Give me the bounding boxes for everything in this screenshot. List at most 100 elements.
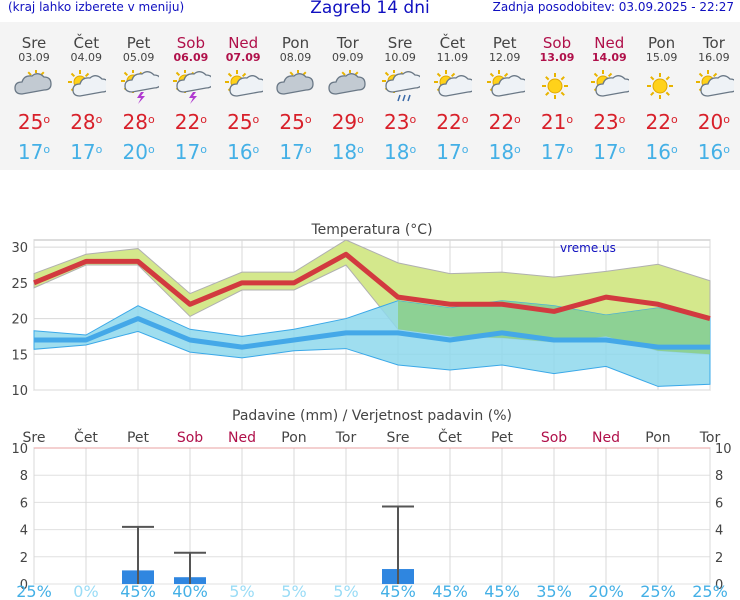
day-name: Tor xyxy=(702,34,725,52)
forecast-day: Sre 10.09 23o 18o xyxy=(374,22,426,164)
day-date: 07.09 xyxy=(225,51,261,64)
precip-probability-label: 25% xyxy=(640,582,676,600)
max-temperature: 29o xyxy=(331,110,364,134)
day-name: Sob xyxy=(542,34,572,52)
precip-probability-label: 0% xyxy=(73,582,98,600)
forecast-day: Čet 11.09 22o 17o xyxy=(426,22,478,164)
max-temperature: 28o xyxy=(70,110,103,134)
precip-y-tick-left: 8 xyxy=(20,469,28,484)
day-date: 10.09 xyxy=(384,51,416,64)
day-name: Ned xyxy=(594,34,625,52)
precip-chart-title: Padavine (mm) / Verjetnost padavin (%) xyxy=(232,408,512,424)
day-name: Sob xyxy=(176,34,205,52)
min-temp-line xyxy=(34,316,710,350)
last-update-label: Zadnja posodobitev: 03.09.2025 - 22:27 xyxy=(492,0,734,14)
min-temperature: 17o xyxy=(593,140,626,164)
precip-y-tick-left: 10 xyxy=(11,442,28,457)
min-temperature: 18o xyxy=(488,140,521,164)
precip-probability-label: 25% xyxy=(16,582,52,600)
min-temperature: 20o xyxy=(122,140,155,164)
precip-day-label: Čet xyxy=(74,428,98,446)
max-temperature: 28o xyxy=(122,110,155,134)
precip-y-tick-left: 6 xyxy=(20,496,28,511)
precip-day-label: Tor xyxy=(699,430,721,446)
sun-cloud-icon xyxy=(695,70,734,97)
day-date: 05.09 xyxy=(122,51,155,64)
page-title: Zagreb 14 dni xyxy=(310,0,430,18)
day-name: Pet xyxy=(492,34,517,52)
day-date: 12.09 xyxy=(488,51,521,64)
min-temperature: 18o xyxy=(331,140,364,164)
day-date: 08.09 xyxy=(279,51,312,64)
precip-y-tick-right: 10 xyxy=(715,442,732,457)
watermark-label: vreme.us xyxy=(560,241,616,255)
forecast-day: Ned 07.09 25o 16o xyxy=(217,22,269,164)
min-temperature: 17o xyxy=(540,140,574,164)
partly-cloudy-icon xyxy=(275,70,314,95)
day-name: Pon xyxy=(647,34,676,52)
temp-y-tick: 25 xyxy=(11,277,28,292)
day-date: 03.09 xyxy=(18,51,50,64)
precip-probability-label: 45% xyxy=(120,582,156,600)
forecast-day: Sob 13.09 21o 17o xyxy=(531,22,583,164)
min-temperature: 17o xyxy=(436,140,469,164)
precip-y-tick-right: 8 xyxy=(715,469,723,484)
min-temperature: 17o xyxy=(279,140,312,164)
day-name: Sre xyxy=(21,34,47,52)
precip-y-tick-right: 0 xyxy=(715,578,723,593)
forecast-day: Pon 08.09 25o 17o xyxy=(270,22,322,164)
forecast-day: Tor 16.09 20o 16o xyxy=(688,22,740,164)
temp-y-tick: 30 xyxy=(11,241,28,256)
precip-probability-label: 5% xyxy=(229,582,254,600)
precip-day-label: Sob xyxy=(541,430,567,446)
precip-day-label: Pet xyxy=(491,430,514,446)
day-date: 06.09 xyxy=(173,51,209,64)
day-date: 16.09 xyxy=(698,51,730,64)
sun-cloud-icon xyxy=(434,70,473,97)
forecast-day: Pet 12.09 22o 18o xyxy=(479,22,531,164)
precip-plot-area xyxy=(33,447,711,585)
max-temperature: 23o xyxy=(593,110,626,134)
temp-y-tick: 10 xyxy=(11,384,28,399)
day-date: 15.09 xyxy=(645,51,678,64)
max-temp-line xyxy=(33,251,711,321)
forecast-day: Tor 09.09 29o 18o xyxy=(322,22,374,164)
precip-probability-label: 5% xyxy=(333,582,358,600)
precip-probability-label: 45% xyxy=(380,582,416,600)
sun-cloud-icon xyxy=(591,70,630,97)
forecast-day: Čet 04.09 28o 17o xyxy=(60,22,112,164)
precip-probability-label: 45% xyxy=(484,582,520,600)
max-temperature: 21o xyxy=(540,110,574,134)
forecast-day: Pon 15.09 22o 16o xyxy=(636,22,688,164)
max-temperature: 22o xyxy=(436,110,469,134)
max-temperature: 25o xyxy=(17,110,51,134)
precip-probability-label: 45% xyxy=(432,582,468,600)
precip-y-tick-right: 4 xyxy=(715,524,723,539)
day-name: Sre xyxy=(387,34,413,52)
precip-day-label: Pet xyxy=(127,430,150,446)
sun-cloud-icon xyxy=(68,70,107,97)
partly-cloudy-icon xyxy=(328,70,366,95)
day-name: Ned xyxy=(228,34,259,52)
precip-probability-label: 20% xyxy=(588,582,624,600)
day-name: Pet xyxy=(126,34,151,52)
forecast-day: Pet 05.09 28o 20o xyxy=(113,22,165,164)
min-temperature: 16o xyxy=(697,140,730,164)
partly-cloudy-icon xyxy=(14,70,52,95)
overlap-band xyxy=(398,300,710,355)
day-date: 09.09 xyxy=(332,51,364,64)
max-temperature: 22o xyxy=(174,110,207,134)
precip-day-label: Sob xyxy=(177,430,203,446)
precip-day-label: Tor xyxy=(335,430,357,446)
day-date: 11.09 xyxy=(436,51,469,64)
sun-icon xyxy=(646,73,673,99)
forecast-day: Ned 14.09 23o 17o xyxy=(583,22,635,164)
precip-day-label: Sre xyxy=(387,430,410,446)
location-menu-hint: (kraj lahko izberete v meniju) xyxy=(8,0,185,14)
max-temperature: 25o xyxy=(227,110,260,134)
forecast-day: Sre 03.09 25o 17o xyxy=(8,22,60,164)
max-temperature: 22o xyxy=(488,110,521,134)
precip-probability-label: 5% xyxy=(281,582,306,600)
day-date: 04.09 xyxy=(70,51,103,64)
min-temperature: 17o xyxy=(174,140,207,164)
